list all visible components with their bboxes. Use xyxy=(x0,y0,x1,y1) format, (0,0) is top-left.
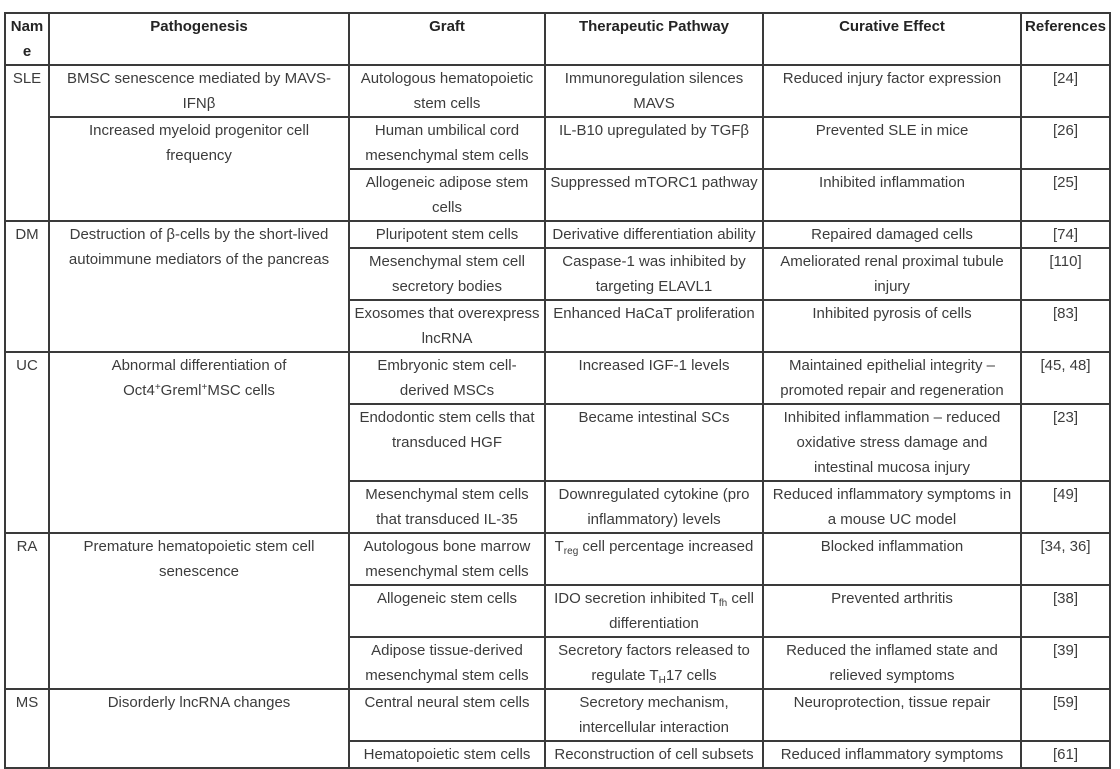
reference-cell: [61] xyxy=(1020,740,1111,769)
curative-effect-cell: Prevented SLE in mice xyxy=(762,116,1022,170)
table-row: DM Destruction of β-cells by the short-li… xyxy=(4,220,1111,353)
table-row: SLE BMSC senescence mediated by MAVS-IFNβ… xyxy=(4,64,1111,222)
curative-effect-cell: Ameliorated renal proximal tubule injury xyxy=(762,247,1022,301)
graft-cell: Central neural stem cells xyxy=(348,688,546,742)
header-graft: Graft xyxy=(348,12,546,66)
pathogenesis-cell: BMSC senescence mediated by MAVS-IFNβ xyxy=(48,64,350,118)
graft-cell: Exosomes that overexpress lncRNA xyxy=(348,299,546,353)
pathogenesis-cell: Disorderly lncRNA changes xyxy=(48,688,350,769)
table-row: Adipose tissue-derived mesenchymal stem … xyxy=(5,636,1111,690)
reference-cell: [74] xyxy=(1020,220,1111,249)
therapeutic-pathway-cell: Derivative differentiation ability xyxy=(544,220,764,249)
graft-cell: Mesenchymal stem cells that transduced I… xyxy=(348,480,546,534)
disease-name-cell: MS xyxy=(4,688,50,769)
pathogenesis-cell: Abnormal differentiation of Oct4+Greml+M… xyxy=(48,351,350,534)
pathogenesis-cell: Increased myeloid progenitor cell freque… xyxy=(48,116,350,222)
therapeutic-pathway-cell: Secretory mechanism, intercellular inter… xyxy=(544,688,764,742)
therapeutic-pathway-cell: Secretory factors released to regulate T… xyxy=(544,636,764,690)
graft-cell: Allogeneic adipose stem cells xyxy=(348,168,546,222)
header-references: References xyxy=(1020,12,1111,66)
graft-cell: Allogeneic stem cells xyxy=(348,584,546,638)
disease-name-cell: DM xyxy=(4,220,50,353)
therapeutic-pathway-cell: Immunoregulation silences MAVS xyxy=(544,64,764,118)
curative-effect-cell: Inhibited pyrosis of cells xyxy=(762,299,1022,353)
pathogenesis-cell: Destruction of β-cells by the short-live… xyxy=(48,220,350,353)
header-curative-effect: Curative Effect xyxy=(762,12,1022,66)
reference-cell: [24] xyxy=(1020,64,1111,118)
curative-effect-cell: Inhibited inflammation – reduced oxidati… xyxy=(762,403,1022,482)
graft-cell: Endodontic stem cells that transduced HG… xyxy=(348,403,546,482)
table-header-row: Name Pathogenesis Graft Therapeutic Path… xyxy=(4,12,1111,66)
curative-effect-cell: Reduced injury factor expression xyxy=(762,64,1022,118)
table-row: Mesenchymal stem cells that transduced I… xyxy=(5,480,1111,534)
table-row: RA Premature hematopoietic stem cell sene… xyxy=(4,532,1111,690)
reference-cell: [34, 36] xyxy=(1020,532,1111,586)
disease-name-cell: UC xyxy=(4,351,50,534)
reference-cell: [59] xyxy=(1020,688,1111,742)
header-therapeutic-pathway: Therapeutic Pathway xyxy=(544,12,764,66)
table-row: Allogeneic adipose stem cells Suppressed … xyxy=(5,168,1111,222)
graft-cell: Adipose tissue-derived mesenchymal stem … xyxy=(348,636,546,690)
header-pathogenesis: Pathogenesis xyxy=(48,12,350,66)
table-row: Exosomes that overexpress lncRNA Enhanced… xyxy=(5,299,1111,353)
table-body: SLE BMSC senescence mediated by MAVS-IFNβ… xyxy=(4,64,1111,769)
reference-cell: [45, 48] xyxy=(1020,351,1111,405)
graft-cell: Embryonic stem cell-derived MSCs xyxy=(348,351,546,405)
curative-effect-cell: Reduced the inflamed state and relieved … xyxy=(762,636,1022,690)
graft-cell: Autologous hematopoietic stem cells xyxy=(348,64,546,118)
table-row: Endodontic stem cells that transduced HG… xyxy=(5,403,1111,482)
reference-cell: [83] xyxy=(1020,299,1111,353)
graft-cell: Pluripotent stem cells xyxy=(348,220,546,249)
curative-effect-cell: Neuroprotection, tissue repair xyxy=(762,688,1022,742)
therapeutic-pathway-cell: IL-B10 upregulated by TGFβ xyxy=(544,116,764,170)
curative-effect-cell: Reduced inflammatory symptoms in a mouse… xyxy=(762,480,1022,534)
therapeutic-pathway-cell: IDO secretion inhibited Tfh cell differe… xyxy=(544,584,764,638)
table-row: UC Abnormal differentiation of Oct4+Greml… xyxy=(4,351,1111,534)
curative-effect-cell: Maintained epithelial integrity – promot… xyxy=(762,351,1022,405)
curative-effect-cell: Inhibited inflammation xyxy=(762,168,1022,222)
page: Name Pathogenesis Graft Therapeutic Path… xyxy=(4,12,1111,769)
reference-cell: [39] xyxy=(1020,636,1111,690)
reference-cell: [23] xyxy=(1020,403,1111,482)
graft-cell: Autologous bone marrow mesenchymal stem … xyxy=(348,532,546,586)
therapeutic-pathway-cell: Increased IGF-1 levels xyxy=(544,351,764,405)
graft-cell: Hematopoietic stem cells xyxy=(348,740,546,769)
therapeutic-pathway-cell: Treg cell percentage increased xyxy=(544,532,764,586)
pathogenesis-cell: Premature hematopoietic stem cell senesc… xyxy=(48,532,350,690)
table-row: Allogeneic stem cells IDO secretion inhib… xyxy=(5,584,1111,638)
table-row: MS Disorderly lncRNA changes Central neura… xyxy=(4,688,1111,769)
reference-cell: [49] xyxy=(1020,480,1111,534)
curative-effect-cell: Prevented arthritis xyxy=(762,584,1022,638)
header-name: Name xyxy=(4,12,50,66)
therapeutic-pathway-cell: Became intestinal SCs xyxy=(544,403,764,482)
table-row: Increased myeloid progenitor cell freque… xyxy=(5,116,1111,222)
disease-name-cell: RA xyxy=(4,532,50,690)
reference-cell: [25] xyxy=(1020,168,1111,222)
reference-cell: [110] xyxy=(1020,247,1111,301)
reference-cell: [38] xyxy=(1020,584,1111,638)
therapeutic-pathway-cell: Downregulated cytokine (pro inflammatory… xyxy=(544,480,764,534)
therapeutic-pathway-cell: Enhanced HaCaT proliferation xyxy=(544,299,764,353)
disease-name-cell: SLE xyxy=(4,64,50,222)
graft-cell: Mesenchymal stem cell secretory bodies xyxy=(348,247,546,301)
curative-effect-cell: Blocked inflammation xyxy=(762,532,1022,586)
therapeutic-pathway-cell: Reconstruction of cell subsets xyxy=(544,740,764,769)
therapeutic-pathway-cell: Suppressed mTORC1 pathway xyxy=(544,168,764,222)
graft-cell: Human umbilical cord mesenchymal stem ce… xyxy=(348,116,546,170)
therapeutic-pathway-cell: Caspase-1 was inhibited by targeting ELA… xyxy=(544,247,764,301)
table-row: Mesenchymal stem cell secretory bodies Ca… xyxy=(5,247,1111,301)
curative-effect-cell: Reduced inflammatory symptoms xyxy=(762,740,1022,769)
curative-effect-cell: Repaired damaged cells xyxy=(762,220,1022,249)
therapy-reference-table: Name Pathogenesis Graft Therapeutic Path… xyxy=(4,12,1111,769)
reference-cell: [26] xyxy=(1020,116,1111,170)
